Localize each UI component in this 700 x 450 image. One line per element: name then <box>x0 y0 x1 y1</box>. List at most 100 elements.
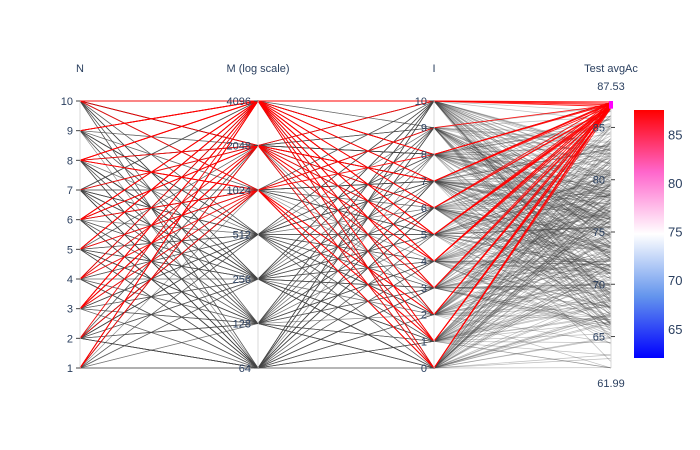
data-line <box>79 308 612 369</box>
highlight-line <box>79 100 612 262</box>
data-line <box>79 234 612 315</box>
data-line <box>79 127 612 369</box>
tick-label: 2 <box>421 310 427 322</box>
data-line <box>79 180 612 369</box>
tick-label: 65 <box>593 332 605 344</box>
data-line <box>79 127 612 324</box>
data-line <box>79 219 612 369</box>
data-line <box>79 189 612 369</box>
data-line <box>79 180 612 369</box>
data-line <box>79 160 612 369</box>
data-line <box>79 323 612 344</box>
colorbar-tick-label: 65 <box>668 322 682 337</box>
data-line <box>79 234 612 369</box>
axis-title: N <box>76 63 84 75</box>
data-line <box>79 234 612 339</box>
data-line <box>79 219 612 369</box>
data-line <box>79 100 612 324</box>
data-line <box>80 272 612 289</box>
data-line <box>79 260 612 369</box>
colorbar-tick-label: 80 <box>668 176 682 191</box>
data-line <box>79 180 612 369</box>
data-line <box>79 234 612 339</box>
data-line <box>79 100 612 324</box>
tick-label: 9 <box>421 123 427 135</box>
data-line <box>79 248 612 324</box>
tick-label: 8 <box>67 155 73 167</box>
highlight-line <box>79 100 612 316</box>
highlight-line <box>79 104 612 262</box>
tick-label: 512 <box>233 230 251 242</box>
data-line <box>79 260 612 369</box>
tick-label: 5 <box>421 230 427 242</box>
tick-label: 9 <box>67 126 73 138</box>
data-line <box>79 249 612 369</box>
highlight-line <box>79 107 612 369</box>
data-line <box>79 287 612 369</box>
data-line <box>79 189 612 369</box>
tick-label: 70 <box>593 279 605 291</box>
data-line <box>79 260 612 324</box>
highlight-line <box>79 100 612 309</box>
data-line <box>79 234 612 369</box>
data-line <box>79 306 612 369</box>
tick-label: 7 <box>67 185 73 197</box>
data-line <box>79 234 612 369</box>
tick-label: 2048 <box>227 141 251 153</box>
constraint-range[interactable] <box>609 101 613 109</box>
data-line <box>79 299 612 369</box>
data-line <box>79 234 612 369</box>
data-line <box>80 340 612 369</box>
data-line <box>79 160 612 342</box>
data-line <box>79 153 612 369</box>
tick-label: 10 <box>415 96 427 108</box>
data-line <box>79 100 612 324</box>
data-line <box>79 234 612 369</box>
tick-label: 4 <box>421 256 427 268</box>
tick-label: 5 <box>67 244 73 256</box>
data-line <box>79 278 612 369</box>
highlight-line <box>79 107 612 369</box>
data-line <box>79 153 612 339</box>
tick-label: 75 <box>593 227 605 239</box>
data-line <box>79 288 612 369</box>
data-line <box>79 202 612 342</box>
data-line <box>79 189 612 369</box>
data-line <box>79 316 612 369</box>
data-line <box>79 248 612 324</box>
data-line <box>79 260 612 369</box>
data-line <box>79 219 612 369</box>
polylines-layer <box>79 100 612 369</box>
data-line <box>79 219 612 369</box>
data-line <box>80 287 612 369</box>
data-line <box>79 189 612 369</box>
data-line <box>79 237 612 369</box>
data-line <box>79 260 612 339</box>
data-line <box>79 189 612 369</box>
tick-label: 4096 <box>227 96 251 108</box>
data-line <box>79 189 612 369</box>
tick-label: 2 <box>67 333 73 345</box>
data-line <box>79 127 612 339</box>
colorbar: 65 70 75 80 85 <box>634 110 682 358</box>
range-min-label: 61.99 <box>597 378 625 390</box>
tick-label: 3 <box>421 283 427 295</box>
data-line <box>79 189 612 369</box>
data-line <box>79 207 612 369</box>
data-line <box>79 284 612 339</box>
colorbar-tick-label: 85 <box>668 128 682 143</box>
data-line <box>79 127 612 250</box>
data-line <box>79 245 612 324</box>
data-line <box>79 180 612 369</box>
data-line <box>79 253 612 342</box>
data-line <box>79 180 612 369</box>
data-line <box>80 260 612 369</box>
highlight-line <box>79 100 612 221</box>
data-line <box>80 336 612 369</box>
tick-label: 64 <box>239 363 251 375</box>
data-line <box>79 207 612 369</box>
colorbar-gradient <box>634 110 664 358</box>
tick-label: 6 <box>421 203 427 215</box>
